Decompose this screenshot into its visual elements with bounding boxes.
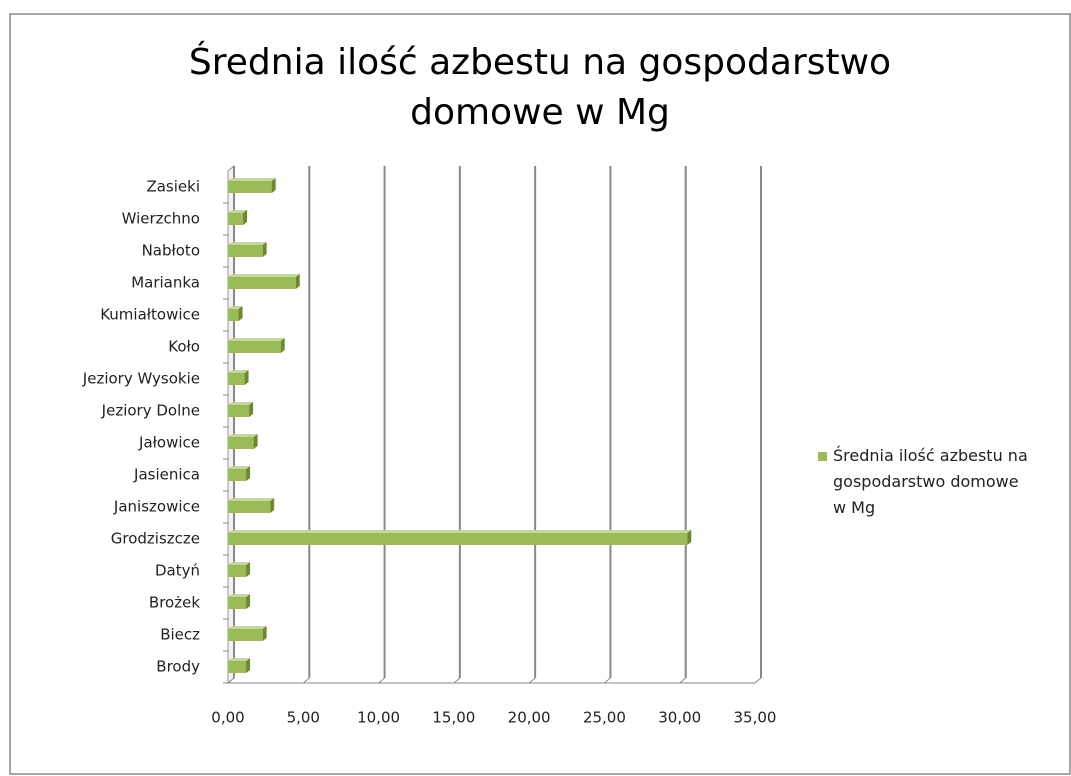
bar-end <box>262 242 267 257</box>
floor-line <box>453 677 461 684</box>
legend-label: Średnia ilość azbestu na gospodarstwo do… <box>833 446 1028 517</box>
bar <box>228 629 263 641</box>
bar <box>228 405 250 417</box>
bar-top <box>228 562 251 565</box>
y-tick-label: Jeziory Wysokie <box>82 370 200 388</box>
legend-key <box>818 452 827 461</box>
bar-top <box>228 466 251 469</box>
bar <box>228 661 247 673</box>
bar-top <box>228 338 285 341</box>
y-tick-label: Jałowice <box>138 434 200 452</box>
bar-end <box>238 306 243 321</box>
bar-top <box>228 530 692 533</box>
bar-end <box>244 370 249 385</box>
floor-line <box>227 677 235 684</box>
bar <box>228 245 263 257</box>
bar <box>228 213 244 225</box>
x-tick-label: 15,00 <box>432 709 475 727</box>
bar-top <box>228 274 300 277</box>
y-tick-label: Jasienica <box>133 466 200 484</box>
legend: Średnia ilość azbestu na gospodarstwo do… <box>818 443 1033 521</box>
floor-line <box>302 677 310 684</box>
bar-end <box>246 658 251 673</box>
y-tick-label: Jeziory Dolne <box>101 402 200 420</box>
bar <box>228 277 296 289</box>
bar <box>228 469 247 481</box>
x-tick-label: 20,00 <box>508 709 551 727</box>
bar-top <box>228 434 258 437</box>
bar <box>228 309 239 321</box>
bar-end <box>270 498 275 513</box>
floor-line <box>528 677 536 684</box>
bar-top <box>228 242 267 245</box>
bar <box>228 341 281 353</box>
bar-end <box>271 178 276 193</box>
bar-end <box>295 274 300 289</box>
y-tick-label: Zasieki <box>146 178 200 196</box>
floor-line <box>378 677 385 684</box>
y-tick-label: Biecz <box>160 626 200 644</box>
bar-top <box>228 178 276 181</box>
x-tick-label: 5,00 <box>287 709 320 727</box>
bar <box>228 437 254 449</box>
bar-top <box>228 370 249 373</box>
bar-end <box>243 210 248 225</box>
x-tick-label: 0,00 <box>211 709 244 727</box>
bar <box>228 533 688 545</box>
bar <box>228 565 247 577</box>
y-tick-label: Koło <box>168 338 200 356</box>
floor-line <box>679 677 687 684</box>
y-tick-label: Datyń <box>155 562 200 580</box>
x-tick-label: 10,00 <box>357 709 400 727</box>
bar-end <box>246 594 251 609</box>
y-tick-label: Kumiałtowice <box>100 306 200 324</box>
bar-top <box>228 626 267 629</box>
x-tick-label: 25,00 <box>583 709 626 727</box>
bar <box>228 597 247 609</box>
y-tick-label: Grodziszcze <box>111 530 200 548</box>
bar <box>228 373 245 385</box>
y-tick-label: Marianka <box>131 274 200 292</box>
x-tick-label: 30,00 <box>658 709 701 727</box>
bar-end <box>687 530 692 545</box>
y-tick-label: Brody <box>156 658 200 676</box>
chart-border <box>9 13 1071 775</box>
y-tick-label: Brożek <box>149 594 200 612</box>
bar-top <box>228 498 275 501</box>
bar-top <box>228 402 254 405</box>
floor-line <box>604 677 611 684</box>
bar-top <box>228 658 251 661</box>
bar-end <box>262 626 267 641</box>
bar-top <box>228 306 243 309</box>
y-tick-label: Nabłoto <box>142 242 200 260</box>
bar-end <box>249 402 254 417</box>
bar-end <box>246 466 251 481</box>
bar-top <box>228 210 248 213</box>
bar-top <box>228 594 251 597</box>
bar-end <box>280 338 285 353</box>
y-tick-label: Wierzchno <box>122 210 200 228</box>
x-tick-label: 35,00 <box>734 709 777 727</box>
bar-end <box>246 562 251 577</box>
bar-end <box>253 434 258 449</box>
bar <box>228 501 271 513</box>
chart-title: Średnia ilość azbestu na gospodarstwo do… <box>188 42 892 133</box>
bar <box>228 181 272 193</box>
floor-line <box>754 677 762 684</box>
y-tick-label: Janiszowice <box>113 498 200 516</box>
